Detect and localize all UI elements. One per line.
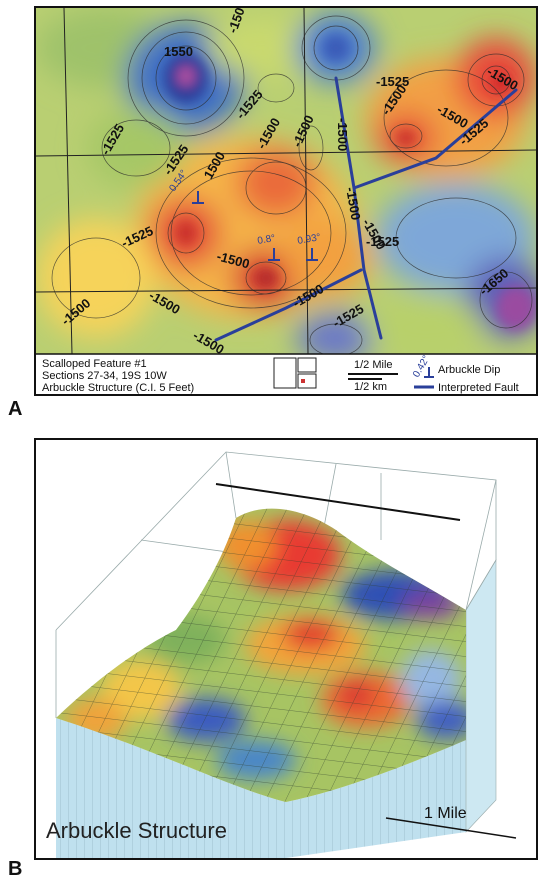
legend-title: Scalloped Feature #1	[42, 358, 147, 370]
block-title: Arbuckle Structure	[46, 818, 227, 843]
interpreted-faults	[214, 76, 518, 342]
contour-map: 0.54° 0.8° 0.93° 1550 -1525 -1500 -1525 …	[36, 8, 536, 394]
dip-symbol-icon	[424, 367, 434, 378]
block-side-back	[465, 558, 497, 833]
panel-letter: A	[8, 398, 23, 420]
dip-value: 0.8°	[257, 233, 277, 247]
scale-mile-label: 1/2 Mile	[354, 359, 393, 371]
scale-bar	[385, 817, 517, 839]
scale-label: 1 Mile	[424, 805, 467, 822]
contour-label: -1500	[335, 118, 350, 151]
block-side-front	[56, 718, 286, 858]
dip-symbols	[192, 191, 318, 261]
township-locator-icon	[273, 357, 317, 389]
contour-map-panel: 0.54° 0.8° 0.93° 1550 -1525 -1500 -1525 …	[34, 6, 538, 396]
legend-fault-label: Interpreted Fault	[438, 382, 519, 394]
contour-label: -1500	[343, 186, 364, 221]
legend-structure: Arbuckle Structure (C.I. 5 Feet)	[42, 382, 194, 394]
scale-km-label: 1/2 km	[354, 381, 387, 393]
legend-dip-label: Arbuckle Dip	[438, 364, 500, 376]
legend-subtitle: Sections 27-34, 19S 10W	[42, 370, 167, 382]
block-diagram: Arbuckle Structure 1 Mile	[46, 451, 517, 858]
block-side-right	[286, 740, 466, 858]
block-diagram-panel: Arbuckle Structure 1 Mile	[34, 438, 538, 860]
dip-value: 0.93°	[297, 232, 322, 247]
contour-label: -1525	[366, 234, 399, 249]
panel-letter: B	[8, 858, 23, 880]
contour-label: 1550	[164, 44, 193, 59]
surface-scale-line	[215, 483, 461, 521]
contour-label: -1525	[376, 74, 409, 89]
